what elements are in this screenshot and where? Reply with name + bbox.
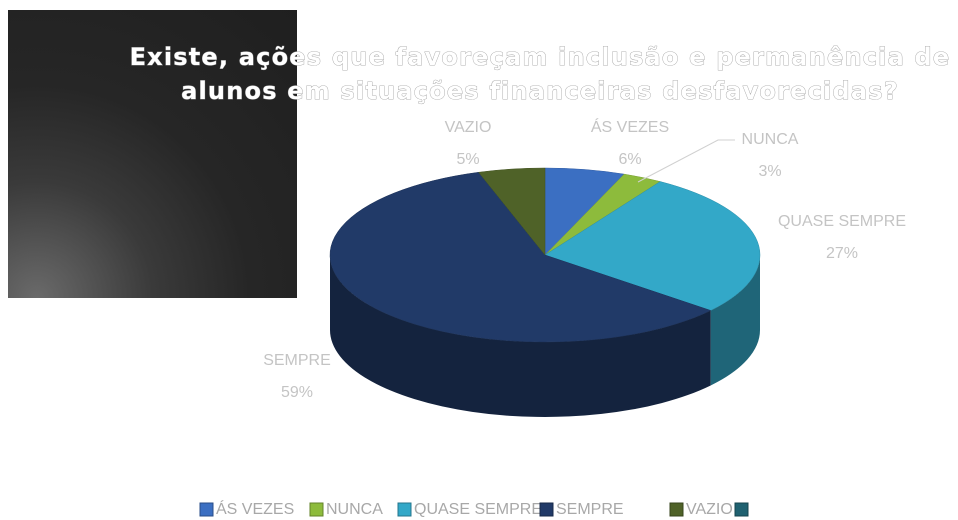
data-label-name: QUASE SEMPRE xyxy=(778,213,906,230)
legend-label: VAZIO xyxy=(686,501,733,518)
legend-label: QUASE SEMPRE xyxy=(414,501,542,518)
legend-marker xyxy=(669,502,684,517)
slice xyxy=(329,171,712,343)
dark-panel xyxy=(8,10,297,298)
data-label-value: 5% xyxy=(456,151,479,168)
legend-marker xyxy=(397,502,412,517)
slice-side xyxy=(710,255,760,386)
data-label-name: ÁS VEZES xyxy=(591,117,669,136)
legend-label: NUNCA xyxy=(326,501,383,518)
legend-marker xyxy=(199,502,214,517)
slice xyxy=(478,167,546,256)
data-label-value: 27% xyxy=(826,245,858,262)
slice-side xyxy=(330,255,711,418)
leader-line xyxy=(637,139,735,183)
data-label-value: 6% xyxy=(618,151,641,168)
legend-label: ÁS VEZES xyxy=(216,499,294,518)
data-label-value: 3% xyxy=(758,163,781,180)
slice xyxy=(544,181,761,311)
data-label-name: SEMPRE xyxy=(263,352,331,369)
legend-marker xyxy=(539,502,554,517)
legend-label: SEMPRE xyxy=(556,501,624,518)
legend-marker xyxy=(309,502,324,517)
legend-marker xyxy=(734,502,749,517)
data-label-name: NUNCA xyxy=(742,131,799,148)
data-label-value: 59% xyxy=(281,384,313,401)
data-label-name: VAZIO xyxy=(445,119,492,136)
chart-title: Existe, ações que favoreçam inclusão e p… xyxy=(129,43,951,106)
